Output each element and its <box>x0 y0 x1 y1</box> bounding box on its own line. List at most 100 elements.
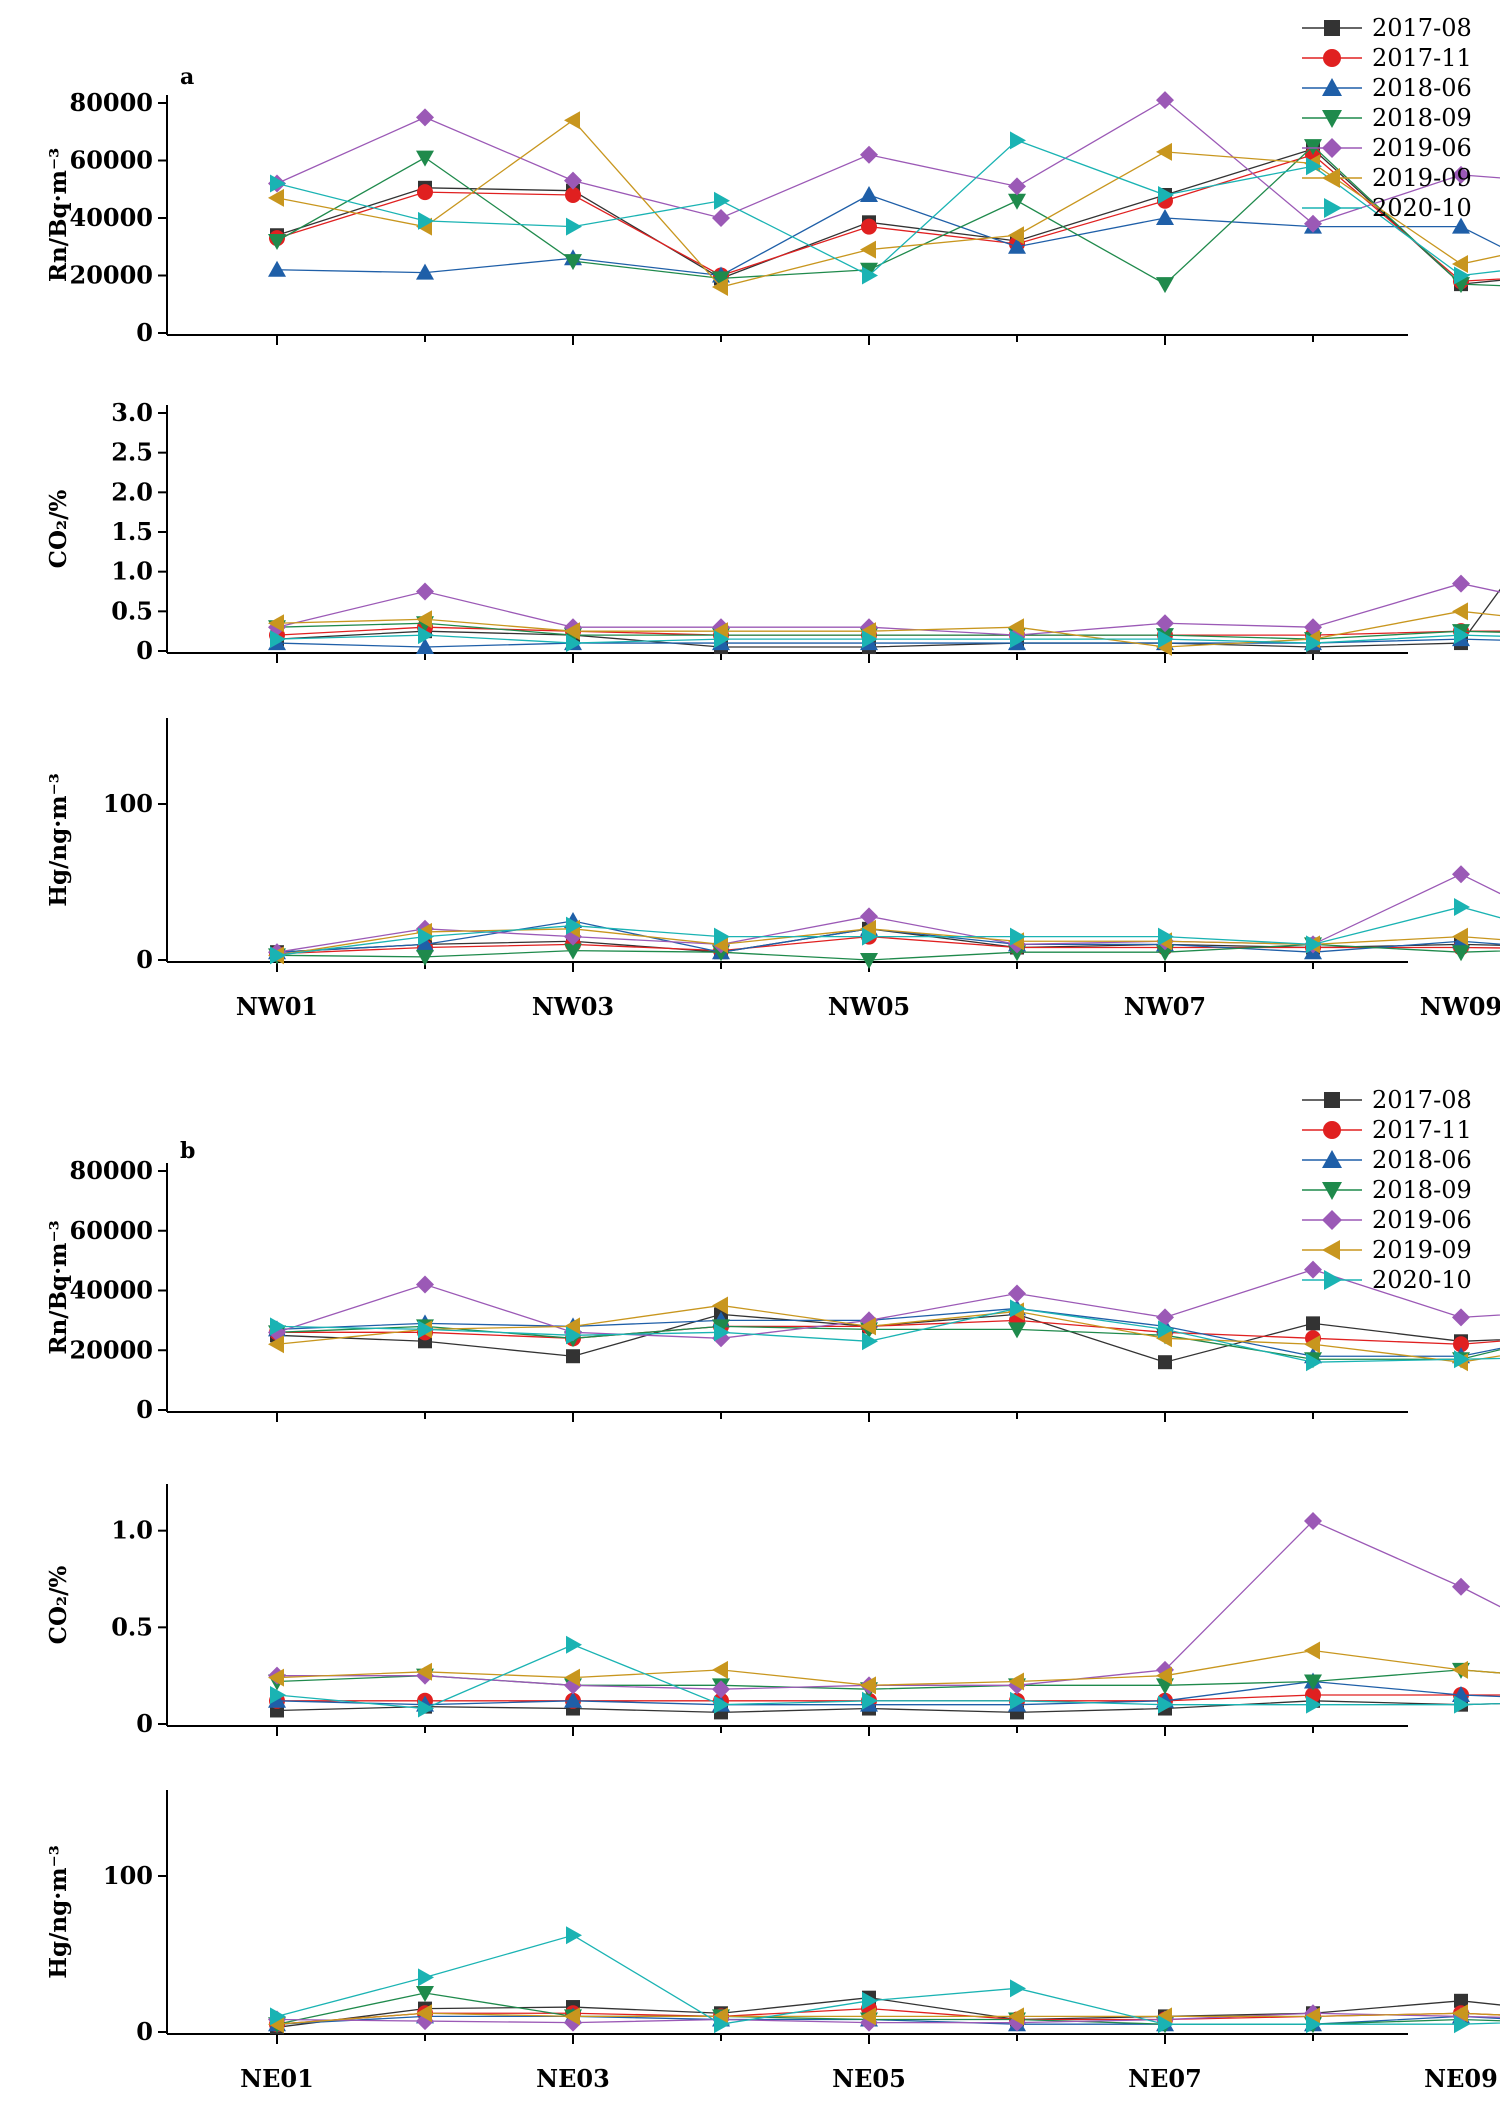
data-point <box>564 254 582 271</box>
x-tick-label: NE05 <box>832 2064 906 2093</box>
data-point <box>1304 1641 1320 1660</box>
data-point <box>270 1686 286 1704</box>
data-point <box>1452 165 1470 184</box>
data-point <box>1010 630 1026 649</box>
y-axis-label: Rn/Bq·m⁻³ <box>45 1220 72 1354</box>
y-tick-label: 40000 <box>70 1276 154 1305</box>
data-point <box>1156 277 1174 294</box>
data-point <box>564 2007 580 2026</box>
series-line <box>276 588 1500 648</box>
legend-marker <box>1322 168 1340 188</box>
y-tick-label: 80000 <box>70 1156 154 1185</box>
data-point <box>416 263 434 280</box>
data-point <box>862 1332 878 1351</box>
y-tick-label: 20000 <box>70 1335 154 1364</box>
legend-label: 2017-11 <box>1372 44 1472 72</box>
data-point <box>1454 2015 1470 2034</box>
data-point <box>566 1349 580 1364</box>
legend-label: 2019-09 <box>1372 1236 1472 1264</box>
data-point <box>1008 1322 1026 1339</box>
data-point <box>1452 865 1470 884</box>
x-tick-labels-a: NW01NW03NW05NW07NW09NW11NW13NW15 <box>236 992 1500 1021</box>
legend-marker <box>1323 49 1341 67</box>
legend-entry: 2019-09 <box>1302 164 1472 192</box>
legend-marker <box>1323 1121 1341 1139</box>
data-point <box>712 1296 728 1315</box>
data-point <box>1454 897 1470 916</box>
data-point <box>1454 1695 1470 1714</box>
data-point <box>1158 1695 1174 1714</box>
legend-marker <box>1324 1092 1340 1108</box>
y-tick-label: 60000 <box>70 1216 154 1245</box>
data-point <box>416 582 434 601</box>
y-tick-label: 80000 <box>70 88 154 117</box>
data-point <box>714 2015 730 2034</box>
y-tick-label: 0 <box>136 318 153 347</box>
data-point <box>714 630 730 649</box>
series-line <box>277 1520 1500 1690</box>
data-point <box>418 1320 434 1339</box>
data-point <box>1010 1979 1026 1998</box>
x-tick-label: NW09 <box>1420 992 1500 1021</box>
data-point <box>416 935 434 952</box>
y-axis-label: CO₂/% <box>45 490 72 569</box>
legend-entry: 2017-11 <box>1302 1116 1472 1144</box>
data-point <box>270 946 286 965</box>
series-2019-06 <box>268 1512 1500 1699</box>
data-point <box>1452 2004 1468 2023</box>
data-point <box>1452 574 1470 593</box>
data-point <box>270 630 286 649</box>
legend-entry: 2018-06 <box>1302 1146 1472 1174</box>
data-point <box>1156 91 1174 110</box>
legend-label: 2018-06 <box>1372 1146 1472 1174</box>
data-point <box>564 171 582 190</box>
data-point <box>1453 1336 1469 1353</box>
data-point <box>1454 626 1470 645</box>
data-point <box>1452 602 1468 621</box>
data-point <box>1306 1695 1322 1714</box>
data-point <box>1452 255 1468 273</box>
data-point <box>862 266 878 285</box>
data-point <box>416 1275 434 1294</box>
legend-marker <box>1322 138 1342 158</box>
data-point <box>1452 1308 1470 1327</box>
data-point <box>1158 630 1174 649</box>
data-point <box>418 927 434 946</box>
legend-entry: 2019-09 <box>1302 1236 1472 1264</box>
data-point <box>712 622 728 641</box>
data-point <box>566 1326 582 1345</box>
y-tick-label: 0 <box>136 945 153 974</box>
legend-entry: 2017-08 <box>1302 1086 1472 1114</box>
data-point <box>712 278 728 296</box>
y-tick-label: 1.0 <box>111 1516 153 1545</box>
data-point <box>862 630 878 649</box>
legend-a: 2017-082017-112018-062018-092019-062019-… <box>1302 14 1472 222</box>
series-2020-10 <box>270 1926 1500 2034</box>
y-tick-label: 60000 <box>70 146 154 175</box>
series-2020-10 <box>270 626 1500 653</box>
series-2020-10 <box>270 897 1500 965</box>
legend-label: 2017-08 <box>1372 1086 1472 1114</box>
legend-entry: 2020-10 <box>1302 194 1472 222</box>
data-point <box>1010 131 1026 150</box>
data-point <box>270 174 286 193</box>
subplot-a-3: 0 100 Hg/ng·m⁻³ <box>45 718 1500 974</box>
data-point <box>860 145 878 164</box>
plot-area: 0 20000 40000 60000 80000 Rn/Bq·m⁻³ 0 0.5 1.0 1.5… <box>45 88 1500 2093</box>
data-point <box>418 211 434 230</box>
y-axis-label: CO₂/% <box>45 1566 72 1645</box>
data-point <box>1306 634 1322 653</box>
y-tick-label: 2.0 <box>111 477 153 506</box>
data-point <box>1304 1335 1320 1354</box>
data-point <box>1304 1674 1322 1691</box>
x-tick-label: NE01 <box>240 2064 314 2093</box>
subplot-a-2: 0 0.5 1.0 1.5 2.0 2.5 3.0 CO₂/% <box>45 398 1500 665</box>
y-tick-label: 0 <box>136 1395 153 1424</box>
series-2019-09 <box>268 2004 1500 2034</box>
legend-label: 2017-11 <box>1372 1116 1472 1144</box>
data-point <box>712 1660 728 1679</box>
data-point <box>564 111 580 130</box>
data-point <box>418 626 434 645</box>
data-point <box>712 271 730 288</box>
